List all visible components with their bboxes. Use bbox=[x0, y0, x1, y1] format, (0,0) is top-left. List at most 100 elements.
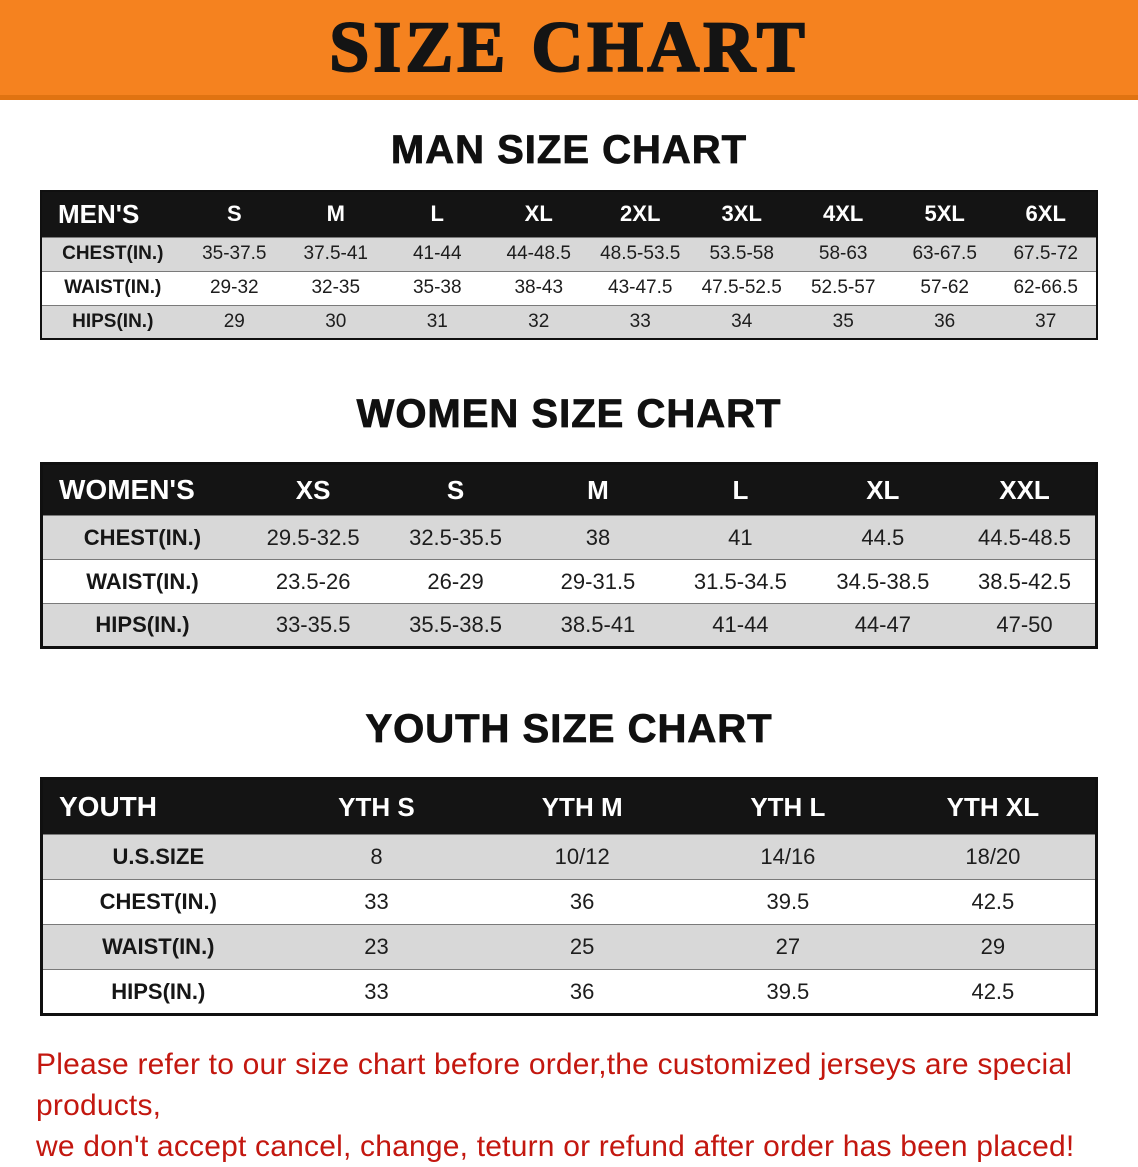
measurement-value: 41-44 bbox=[386, 236, 488, 271]
measurement-value: 44-47 bbox=[811, 603, 955, 648]
measurement-value: 53.5-58 bbox=[690, 236, 793, 271]
measurement-value: 38-43 bbox=[488, 270, 590, 305]
row-label: HIPS(IN.) bbox=[41, 969, 274, 1015]
measurement-row: WAIST(IN.) 23.5-26 26-29 29-31.5 31.5-34.5 34… bbox=[41, 559, 1097, 604]
size-column-header: YTH XL bbox=[890, 778, 1097, 835]
measurement-value: 35-38 bbox=[386, 270, 488, 305]
measurement-value: 29 bbox=[183, 304, 286, 339]
size-table: MEN'S S M L XL 2XL 3XL 4XL 5XL 6XL CHEST(IN.) 35-37… bbox=[40, 190, 1098, 340]
measurement-value: 36 bbox=[479, 879, 686, 925]
row-label: HIPS(IN.) bbox=[41, 603, 242, 648]
row-label: WAIST(IN.) bbox=[41, 559, 242, 604]
measurement-value: 57-62 bbox=[893, 270, 996, 305]
measurement-value: 58-63 bbox=[792, 236, 894, 271]
measurement-value: 38.5-41 bbox=[526, 603, 670, 648]
disclaimer-line-2: we don't accept cancel, change, teturn o… bbox=[36, 1130, 1075, 1163]
measurement-value: 25 bbox=[479, 924, 686, 970]
measurement-value: 30 bbox=[285, 304, 387, 339]
measurement-value: 34 bbox=[690, 304, 793, 339]
measurement-value: 29-31.5 bbox=[526, 559, 670, 604]
measurement-value: 32-35 bbox=[285, 270, 387, 305]
measurement-value: 42.5 bbox=[890, 969, 1097, 1015]
disclaimer: Please refer to our size chart before or… bbox=[36, 1044, 1118, 1167]
size-chart-banner: SIZE CHART bbox=[0, 0, 1138, 100]
row-label: U.S.SIZE bbox=[41, 834, 274, 880]
measurement-value: 36 bbox=[893, 304, 996, 339]
measurement-value: 63-67.5 bbox=[893, 236, 996, 271]
measurement-value: 26-29 bbox=[384, 559, 527, 604]
measurement-value: 14/16 bbox=[685, 834, 891, 880]
size-column-header: XL bbox=[811, 463, 955, 516]
measurement-value: 43-47.5 bbox=[589, 270, 691, 305]
measurement-row: U.S.SIZE 8 10/12 14/16 18/20 bbox=[41, 834, 1097, 880]
page-title: SIZE CHART bbox=[328, 6, 809, 88]
table-header-row: YOUTH YTH S YTH M YTH L YTH XL bbox=[41, 778, 1097, 835]
measurement-row: WAIST(IN.) 29-32 32-35 35-38 38-43 43-47.5 47.… bbox=[41, 270, 1097, 305]
size-column-header: YTH L bbox=[685, 778, 891, 835]
measurement-value: 23.5-26 bbox=[241, 559, 385, 604]
size-column-header: S bbox=[384, 463, 527, 516]
measurement-value: 35-37.5 bbox=[183, 236, 286, 271]
size-column-header: 3XL bbox=[690, 191, 793, 237]
size-column-header: YTH S bbox=[273, 778, 480, 835]
section-heading: MAN SIZE CHART bbox=[390, 128, 748, 173]
measurement-value: 67.5-72 bbox=[995, 236, 1097, 271]
measurement-value: 52.5-57 bbox=[792, 270, 894, 305]
size-column-header: 6XL bbox=[995, 191, 1097, 237]
size-column-header: L bbox=[669, 463, 812, 516]
size-column-header: XS bbox=[241, 463, 385, 516]
size-column-header: YTH M bbox=[479, 778, 686, 835]
size-column-header: M bbox=[526, 463, 670, 516]
measurement-row: HIPS(IN.) 29 30 31 32 33 34 35 36 37 bbox=[41, 304, 1097, 339]
measurement-value: 31 bbox=[386, 304, 488, 339]
size-column-header: XL bbox=[488, 191, 590, 237]
row-label: CHEST(IN.) bbox=[41, 515, 242, 560]
row-label: WAIST(IN.) bbox=[41, 270, 184, 305]
measurement-value: 47-50 bbox=[954, 603, 1097, 648]
measurement-value: 29 bbox=[890, 924, 1097, 970]
measurement-row: CHEST(IN.) 33 36 39.5 42.5 bbox=[41, 879, 1097, 925]
measurement-value: 29.5-32.5 bbox=[241, 515, 385, 560]
measurement-value: 44.5 bbox=[811, 515, 955, 560]
disclaimer-line-1: Please refer to our size chart before or… bbox=[36, 1048, 1073, 1122]
size-column-header: 2XL bbox=[589, 191, 691, 237]
table-header-row: WOMEN'S XS S M L XL XXL bbox=[41, 463, 1097, 516]
size-table: WOMEN'S XS S M L XL XXL CHEST(IN.) 29.5-32.5 32.5… bbox=[40, 462, 1098, 649]
measurement-row: CHEST(IN.) 29.5-32.5 32.5-35.5 38 41 44.5 44.5… bbox=[41, 515, 1097, 560]
size-column-header: 4XL bbox=[792, 191, 894, 237]
measurement-value: 32 bbox=[488, 304, 590, 339]
size-column-header: M bbox=[285, 191, 387, 237]
measurement-value: 23 bbox=[273, 924, 480, 970]
size-column-header: XXL bbox=[954, 463, 1097, 516]
section-heading: WOMEN SIZE CHART bbox=[356, 392, 782, 437]
measurement-value: 44.5-48.5 bbox=[954, 515, 1097, 560]
table-title-cell: MEN'S bbox=[41, 191, 184, 237]
measurement-value: 44-48.5 bbox=[488, 236, 590, 271]
measurement-value: 35 bbox=[792, 304, 894, 339]
measurement-value: 41-44 bbox=[669, 603, 812, 648]
size-section: YOUTH SIZE CHART YOUTH YTH S YTH M YTH L YTH … bbox=[0, 705, 1138, 1016]
measurement-value: 42.5 bbox=[890, 879, 1097, 925]
size-section: WOMEN SIZE CHART WOMEN'S XS S M L XL XXL CHEST(I… bbox=[0, 390, 1138, 649]
measurement-row: HIPS(IN.) 33 36 39.5 42.5 bbox=[41, 969, 1097, 1015]
measurement-row: WAIST(IN.) 23 25 27 29 bbox=[41, 924, 1097, 970]
measurement-value: 37.5-41 bbox=[285, 236, 387, 271]
measurement-value: 36 bbox=[479, 969, 686, 1015]
measurement-value: 33-35.5 bbox=[241, 603, 385, 648]
row-label: HIPS(IN.) bbox=[41, 304, 184, 339]
measurement-value: 38.5-42.5 bbox=[954, 559, 1097, 604]
row-label: CHEST(IN.) bbox=[41, 879, 274, 925]
measurement-value: 18/20 bbox=[890, 834, 1097, 880]
size-chart-sections: MAN SIZE CHART MEN'S S M L XL 2XL 3XL 4XL 5XL 6XL C… bbox=[0, 126, 1138, 1016]
row-label: CHEST(IN.) bbox=[41, 236, 184, 271]
measurement-value: 10/12 bbox=[479, 834, 686, 880]
measurement-value: 48.5-53.5 bbox=[589, 236, 691, 271]
size-column-header: 5XL bbox=[893, 191, 996, 237]
measurement-value: 39.5 bbox=[685, 879, 891, 925]
measurement-value: 29-32 bbox=[183, 270, 286, 305]
size-section: MAN SIZE CHART MEN'S S M L XL 2XL 3XL 4XL 5XL 6XL C… bbox=[0, 126, 1138, 340]
measurement-value: 37 bbox=[995, 304, 1097, 339]
measurement-value: 27 bbox=[685, 924, 891, 970]
measurement-value: 31.5-34.5 bbox=[669, 559, 812, 604]
measurement-value: 33 bbox=[273, 879, 480, 925]
